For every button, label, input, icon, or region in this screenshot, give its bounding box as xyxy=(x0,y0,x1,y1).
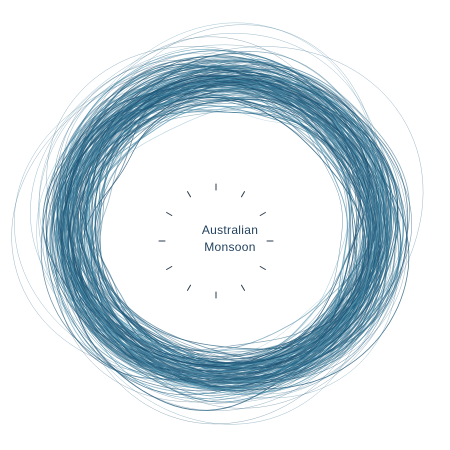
strand xyxy=(76,97,373,362)
strand xyxy=(46,46,387,392)
strand xyxy=(64,76,381,390)
strand xyxy=(36,76,392,372)
strand xyxy=(51,60,386,404)
strand xyxy=(88,89,379,378)
strand xyxy=(61,55,410,390)
strand xyxy=(66,24,387,395)
strand xyxy=(56,36,380,403)
strand xyxy=(67,83,378,351)
strand xyxy=(53,72,392,381)
strand xyxy=(51,77,374,368)
tick-mark xyxy=(259,212,266,216)
tick-mark xyxy=(241,191,245,198)
strand-ring xyxy=(11,22,424,425)
strand xyxy=(62,75,402,369)
strand xyxy=(88,105,348,366)
strand xyxy=(70,71,377,380)
strand xyxy=(49,68,389,384)
strand xyxy=(14,59,397,396)
tick-mark xyxy=(166,266,173,270)
title-line-1: Australian xyxy=(202,223,258,237)
strand xyxy=(90,89,376,382)
strand xyxy=(38,53,372,383)
center-title: Australian Monsoon xyxy=(202,223,258,254)
strand xyxy=(71,88,376,377)
strand xyxy=(71,80,374,383)
title-line-2: Monsoon xyxy=(204,240,255,254)
strand xyxy=(78,58,374,383)
strand xyxy=(80,99,369,368)
tick-mark xyxy=(187,284,191,291)
strand xyxy=(91,69,381,365)
strand xyxy=(52,67,391,377)
tick-mark xyxy=(259,266,266,270)
strand xyxy=(61,65,382,386)
strand xyxy=(59,65,389,389)
strand xyxy=(38,44,377,425)
tick-mark xyxy=(166,212,173,216)
strand xyxy=(84,90,376,379)
strand xyxy=(97,88,372,369)
strand xyxy=(72,65,408,409)
strand xyxy=(30,33,399,399)
strand xyxy=(82,104,352,361)
strand xyxy=(75,67,388,379)
strand xyxy=(51,81,395,384)
tick-mark xyxy=(187,191,191,198)
strand xyxy=(58,63,387,384)
strand xyxy=(45,61,399,381)
strand xyxy=(55,60,384,425)
strand xyxy=(52,50,388,375)
strand xyxy=(73,69,374,376)
strand xyxy=(42,82,390,395)
strand xyxy=(42,22,388,400)
strand xyxy=(91,77,378,385)
strand xyxy=(56,46,424,412)
tick-mark xyxy=(241,284,245,291)
strand xyxy=(11,60,408,380)
strand xyxy=(40,69,407,392)
clock-tick-dial-icon xyxy=(158,183,274,299)
strand xyxy=(94,96,366,364)
